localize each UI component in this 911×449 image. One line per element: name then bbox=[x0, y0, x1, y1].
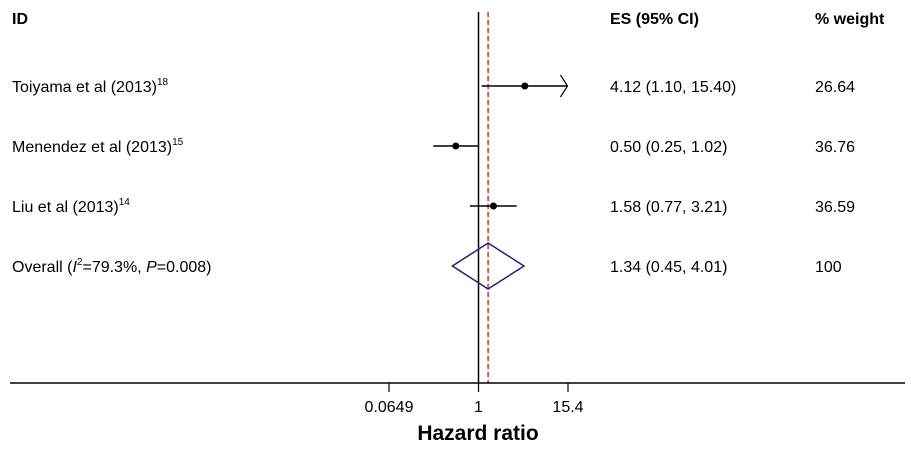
study-es-1: 4.12 (1.10, 15.40) bbox=[610, 79, 736, 96]
study-label-3-name: Liu et al (2013) bbox=[12, 199, 119, 216]
x-tick-label-1: 1 bbox=[474, 399, 483, 416]
study-label-2: Menendez et al (2013)15 bbox=[12, 137, 184, 156]
study-es-3: 1.58 (0.77, 3.21) bbox=[610, 199, 727, 216]
overall-p-value: =0.008) bbox=[157, 259, 212, 276]
study-label-3: Liu et al (2013)14 bbox=[12, 197, 130, 216]
study-label-2-name: Menendez et al (2013) bbox=[12, 139, 172, 156]
overall-label-prefix: Overall ( bbox=[12, 259, 73, 276]
overall-es: 1.34 (0.45, 4.01) bbox=[610, 259, 727, 276]
overall-label: Overall (I2=79.3%, P=0.008) bbox=[12, 257, 211, 276]
header-es: ES (95% CI) bbox=[610, 11, 699, 28]
overall-p-symbol: P bbox=[146, 259, 157, 276]
study-label-1-ref: 18 bbox=[157, 77, 169, 88]
study-weight-2: 36.76 bbox=[815, 139, 855, 156]
study-label-1-name: Toiyama et al (2013) bbox=[12, 79, 157, 96]
study-label-3-ref: 14 bbox=[119, 197, 131, 208]
study-2-point bbox=[452, 142, 460, 150]
study-label-2-ref: 15 bbox=[172, 137, 184, 148]
study-weight-1: 26.64 bbox=[815, 79, 855, 96]
x-tick-label-2: 15.4 bbox=[552, 399, 583, 416]
study-1-point bbox=[521, 82, 529, 90]
x-axis-title: Hazard ratio bbox=[417, 422, 538, 445]
study-1-ci-arrow bbox=[559, 74, 569, 98]
header-id: ID bbox=[12, 11, 28, 28]
study-label-1: Toiyama et al (2013)18 bbox=[12, 77, 169, 96]
study-weight-3: 36.59 bbox=[815, 199, 855, 216]
overall-weight: 100 bbox=[815, 259, 842, 276]
overall-i-symbol: I bbox=[72, 259, 77, 276]
header-weight: % weight bbox=[815, 11, 885, 28]
study-es-2: 0.50 (0.25, 1.02) bbox=[610, 139, 727, 156]
study-3-point bbox=[489, 202, 497, 210]
overall-diamond bbox=[450, 242, 526, 290]
x-tick-label-0: 0.0649 bbox=[365, 399, 414, 416]
overall-i-sup: 2 bbox=[77, 257, 83, 268]
overall-i-value: =79.3%, bbox=[82, 259, 146, 276]
